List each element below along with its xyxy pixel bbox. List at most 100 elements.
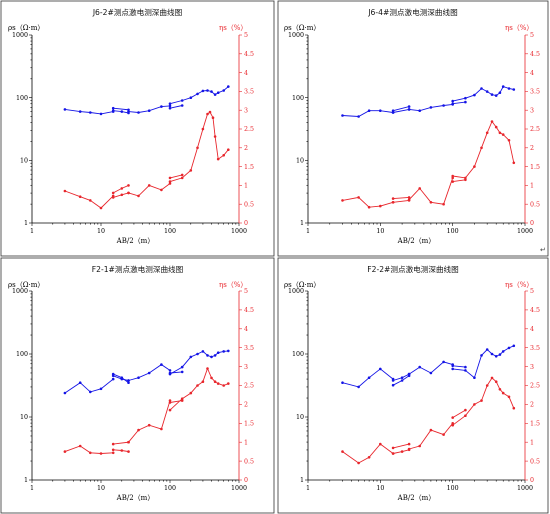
data-point [99, 112, 103, 116]
y-left-label: ρs（Ω·m） [8, 24, 44, 32]
y-right-tick-label: 2.5 [530, 383, 540, 390]
data-point [160, 188, 163, 192]
data-point [498, 131, 502, 135]
data-point [418, 444, 422, 448]
series-line [452, 345, 514, 379]
series-line [452, 377, 515, 426]
data-point [367, 456, 371, 459]
data-point [210, 355, 213, 359]
series-line [64, 108, 114, 115]
data-point [120, 377, 124, 381]
y-right-label: ηs（%） [219, 24, 247, 32]
data-point [180, 397, 184, 401]
data-point [494, 380, 498, 384]
data-point [111, 377, 115, 381]
eta-series [341, 376, 516, 465]
y-right-tick-label: 4.5 [530, 51, 540, 58]
data-point [111, 448, 115, 452]
data-point [168, 401, 172, 404]
y-right-label: ηs（%） [219, 281, 247, 289]
y-left-tick-label: 10 [296, 158, 304, 165]
x-tick-label: 100 [164, 485, 176, 492]
data-point [206, 89, 209, 92]
data-point [473, 376, 476, 380]
series-line [393, 196, 410, 200]
data-point [480, 354, 483, 357]
data-point [391, 379, 395, 382]
data-point [111, 196, 115, 199]
data-point [137, 194, 140, 198]
data-point [418, 187, 422, 190]
x-axis-label: AB/2（m） [397, 494, 436, 502]
y-right-tick-label: 2.5 [530, 126, 540, 133]
data-point [180, 365, 184, 369]
eta-series [63, 110, 230, 210]
data-point [501, 133, 505, 136]
data-point [379, 204, 382, 208]
data-point [357, 461, 360, 465]
data-point [168, 369, 172, 372]
rho-series [63, 85, 230, 116]
data-point [379, 367, 382, 371]
data-point [160, 427, 163, 431]
data-point [111, 442, 115, 446]
y-right-tick-label: 4 [530, 326, 534, 333]
data-point [451, 102, 455, 105]
data-point [63, 450, 67, 453]
data-point [507, 87, 511, 90]
data-point [210, 376, 213, 380]
y-right-tick-label: 3 [244, 107, 248, 114]
data-point [451, 176, 455, 180]
data-point [120, 193, 124, 197]
y-left-tick-label: 1000 [288, 288, 304, 295]
data-point [391, 111, 395, 114]
y-right-tick-label: 3 [244, 364, 248, 371]
y-left-tick-label: 1000 [12, 288, 28, 295]
y-right-tick-label: 2.5 [244, 383, 254, 390]
data-point [111, 109, 115, 112]
y-left-tick-label: 100 [292, 351, 304, 358]
data-point [498, 353, 502, 356]
data-point [127, 191, 130, 195]
y-right-tick-label: 3.5 [530, 89, 540, 96]
data-point [211, 116, 215, 119]
x-axis-label: AB/2（m） [116, 494, 155, 502]
data-point [490, 376, 494, 380]
chart-title: J6-4#测点激电测深曲线图 [367, 7, 457, 17]
series-line [64, 445, 114, 454]
data-point [63, 108, 67, 111]
y-right-tick-label: 0 [244, 477, 248, 484]
data-point [196, 384, 199, 387]
data-point [210, 90, 213, 93]
data-point [429, 428, 433, 432]
y-right-tick-label: 1 [244, 183, 248, 190]
series-line [113, 441, 129, 445]
x-tick-label: 10 [97, 228, 105, 235]
x-tick-label: 1000 [517, 485, 533, 492]
data-point [341, 381, 344, 385]
data-point [189, 169, 193, 172]
data-point [222, 350, 225, 353]
y-right-tick-label: 5 [244, 32, 248, 39]
data-point [485, 384, 489, 387]
data-point [111, 374, 115, 378]
series-line [342, 443, 394, 464]
data-point [400, 450, 404, 453]
chart-title: F2-2#测点激电测深曲线图 [367, 264, 458, 274]
y-right-tick-label: 1 [244, 439, 248, 446]
data-point [180, 399, 184, 402]
y-right-tick-label: 2 [244, 145, 248, 152]
y-right-tick-label: 2.5 [244, 126, 254, 133]
data-point [213, 93, 217, 96]
data-point [147, 109, 151, 112]
x-tick-label: 1000 [231, 228, 247, 235]
data-point [442, 202, 445, 206]
data-point [99, 387, 103, 391]
data-point [168, 372, 172, 376]
data-point [429, 201, 433, 204]
data-point [407, 447, 411, 451]
y-right-tick-label: 0.5 [530, 201, 540, 208]
data-point [498, 91, 502, 94]
